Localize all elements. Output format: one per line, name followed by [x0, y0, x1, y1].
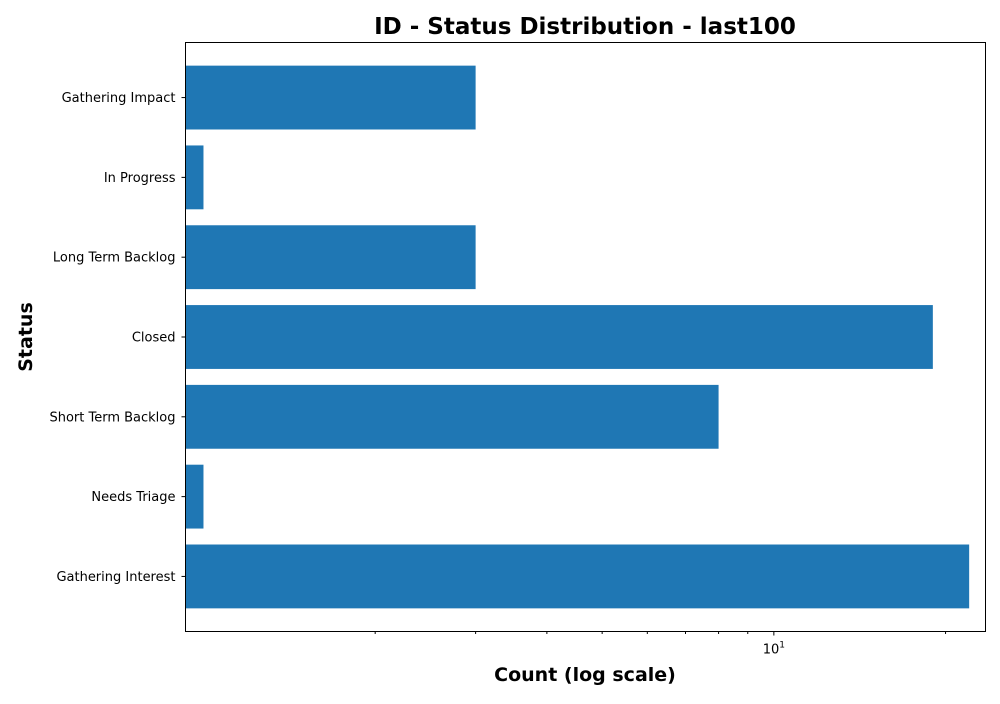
x-axis: 101	[374, 631, 947, 658]
plot-frame	[185, 42, 986, 632]
bar-gathering-impact	[185, 65, 476, 130]
bar-needs-triage	[185, 464, 204, 529]
y-tick-label-short-term-backlog: Short Term Backlog	[49, 410, 175, 425]
y-tick-label-gathering-interest: Gathering Interest	[56, 570, 175, 585]
bar-in-progress	[185, 145, 204, 210]
y-tick-label-needs-triage: Needs Triage	[91, 490, 175, 505]
x-tick-label: 101	[763, 641, 785, 658]
y-tick-label-long-term-backlog: Long Term Backlog	[53, 251, 176, 266]
bar-long-term-backlog	[185, 225, 476, 290]
y-axis: Gathering Interest Needs Triage Short Term…	[49, 91, 186, 585]
x-axis-label: Count (log scale)	[494, 664, 676, 686]
y-tick-label-in-progress: In Progress	[104, 171, 176, 186]
bars-layer	[185, 65, 970, 609]
y-axis-label: Status	[15, 302, 37, 372]
bar-short-term-backlog	[185, 384, 719, 449]
bar-gathering-interest	[185, 544, 970, 609]
chart-title: ID - Status Distribution - last100	[374, 14, 796, 40]
y-tick-label-closed: Closed	[132, 331, 176, 346]
y-tick-label-gathering-impact: Gathering Impact	[62, 91, 176, 106]
bar-closed	[185, 305, 933, 369]
x-tick-exponent: 1	[779, 641, 785, 651]
